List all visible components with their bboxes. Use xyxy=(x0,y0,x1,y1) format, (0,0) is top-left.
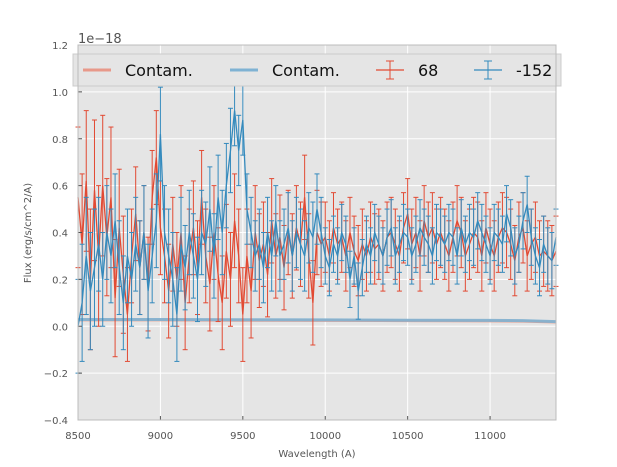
legend-label: 68 xyxy=(418,61,438,80)
x-tick-label: 9000 xyxy=(148,431,173,442)
plot-frame xyxy=(77,44,557,421)
y-tick-label: 1.0 xyxy=(52,88,68,99)
legend-entry: -152 xyxy=(474,60,552,80)
x-tick-label: 10000 xyxy=(309,431,341,442)
y-axis-label: Flux (erg/s/cm^2/A) xyxy=(23,183,34,283)
y-offset-label: 1e−18 xyxy=(78,32,122,47)
x-axis-label: Wavelength (A) xyxy=(278,449,355,460)
y-tick-label: −0.2 xyxy=(44,369,68,380)
legend-entry: 68 xyxy=(376,60,438,80)
contam-line xyxy=(78,318,557,324)
legend-label: -152 xyxy=(516,61,552,80)
y-tick-label: 0.0 xyxy=(52,322,68,333)
y-tick-label: 0.6 xyxy=(52,182,68,193)
series--152 xyxy=(75,74,559,374)
series-contam-1 xyxy=(78,318,557,324)
axis-ticks: 8500 9000 9500 10000 10500 11000 −0.4 −0.2 0.0 0.… xyxy=(44,41,506,442)
y-tick-label: 0.4 xyxy=(52,229,68,240)
legend-label: Contam. xyxy=(125,61,193,80)
y-tick-label: 0.2 xyxy=(52,275,68,286)
data-line xyxy=(77,110,557,327)
x-tick-label: 11000 xyxy=(474,431,506,442)
y-tick-label: 0.8 xyxy=(52,135,68,146)
legend-entry: Contam. xyxy=(83,61,193,80)
legend: Contam. Contam. 68 -152 xyxy=(72,53,562,87)
x-tick-label: 9500 xyxy=(230,431,255,442)
y-tick-label: −0.4 xyxy=(44,416,68,427)
legend-entry: Contam. xyxy=(230,61,340,80)
legend-label: Contam. xyxy=(272,61,340,80)
y-tick-label: 1.2 xyxy=(52,41,68,52)
x-tick-label: 10500 xyxy=(392,431,424,442)
series-layer xyxy=(75,74,559,374)
x-tick-label: 8500 xyxy=(65,431,90,442)
